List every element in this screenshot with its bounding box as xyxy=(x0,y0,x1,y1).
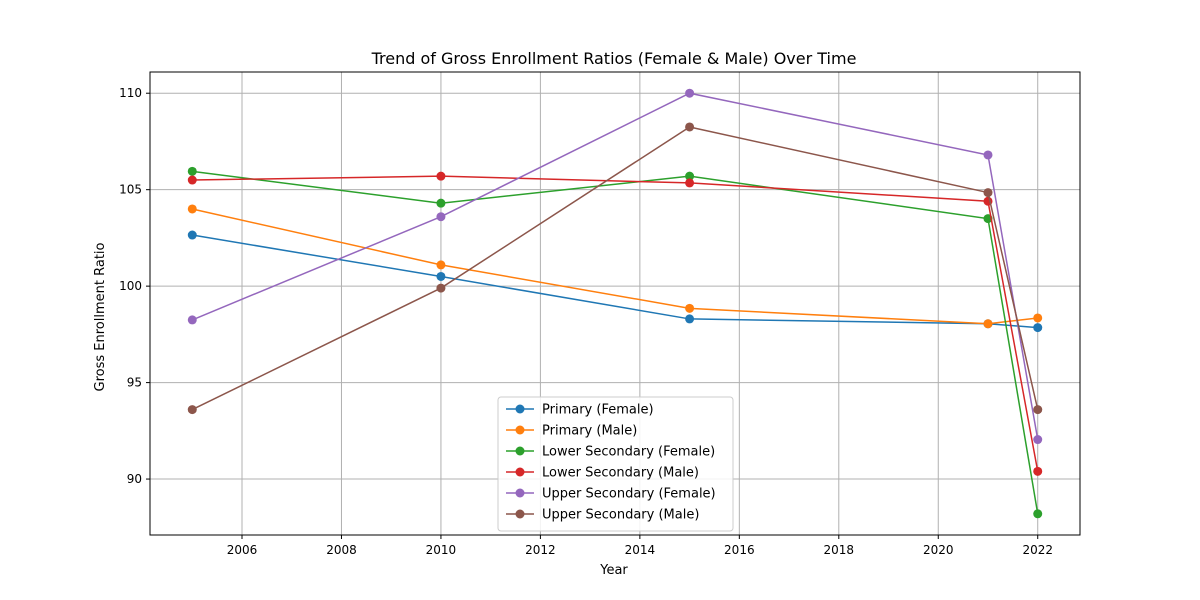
legend-box xyxy=(497,396,734,532)
data-point xyxy=(436,171,446,181)
y-tick-label: 105 xyxy=(119,183,142,197)
x-tick-label: 2022 xyxy=(1022,543,1053,557)
legend-marker xyxy=(515,488,525,498)
legend: Primary (Female) Primary (Male) Lower Seco… xyxy=(497,396,734,532)
data-point xyxy=(1033,405,1043,415)
data-point xyxy=(436,212,446,222)
data-point xyxy=(1033,435,1043,445)
x-tick-label: 2014 xyxy=(625,543,656,557)
series-3 xyxy=(187,166,1043,519)
data-point xyxy=(436,260,446,270)
data-point xyxy=(187,175,197,185)
legend-label: Lower Secondary (Female) xyxy=(542,445,715,460)
y-tick-label: 110 xyxy=(119,86,142,100)
y-axis-ticks: 90 95 100 105 110 xyxy=(119,86,150,486)
y-tick-label: 100 xyxy=(119,279,142,293)
data-point xyxy=(187,230,197,240)
legend-label: Lower Secondary (Male) xyxy=(542,466,699,481)
data-point xyxy=(685,303,695,313)
plot-frame xyxy=(149,71,1081,536)
data-point xyxy=(436,271,446,281)
x-tick-label: 2018 xyxy=(824,543,855,557)
legend-marker xyxy=(515,404,525,414)
legend-entry: Lower Secondary (Female) xyxy=(506,445,715,460)
legend-label: Upper Secondary (Female) xyxy=(542,487,716,502)
data-point xyxy=(1033,509,1043,519)
x-axis-ticks: 2006 2008 2010 2012 2014 2016 2018 2020 2022 xyxy=(227,535,1053,557)
series-6 xyxy=(187,122,1043,415)
data-point xyxy=(685,178,695,188)
x-axis-label: Year xyxy=(599,563,628,578)
data-point xyxy=(436,198,446,208)
data-point xyxy=(187,315,197,325)
x-tick-label: 2010 xyxy=(426,543,457,557)
series-2 xyxy=(187,204,1043,329)
x-tick-label: 2012 xyxy=(525,543,556,557)
legend-label: Primary (Female) xyxy=(542,403,654,418)
data-point xyxy=(685,171,695,181)
legend-marker xyxy=(515,467,525,477)
x-tick-label: 2008 xyxy=(326,543,357,557)
legend-entry: Primary (Male) xyxy=(506,424,637,439)
y-axis-label: Gross Enrollment Ratio xyxy=(93,242,108,391)
legend-entry: Upper Secondary (Male) xyxy=(506,508,699,523)
legend-entry: Upper Secondary (Female) xyxy=(506,487,716,502)
y-tick-label: 95 xyxy=(127,376,142,390)
legend-marker xyxy=(515,509,525,519)
data-point xyxy=(187,204,197,214)
series-group xyxy=(187,88,1043,519)
y-tick-label: 90 xyxy=(127,472,142,486)
data-point xyxy=(685,314,695,324)
data-point xyxy=(983,150,993,160)
x-tick-label: 2006 xyxy=(227,543,258,557)
legend-marker xyxy=(515,446,525,456)
series-4 xyxy=(187,171,1043,476)
data-point xyxy=(436,283,446,293)
legend-entry: Primary (Female) xyxy=(506,403,654,418)
data-point xyxy=(983,319,993,329)
data-point xyxy=(1033,313,1043,323)
data-point xyxy=(1033,466,1043,476)
x-tick-label: 2016 xyxy=(724,543,755,557)
data-point xyxy=(685,88,695,98)
series-1 xyxy=(187,230,1043,333)
data-point xyxy=(685,122,695,132)
series-5 xyxy=(187,88,1043,445)
legend-label: Primary (Male) xyxy=(542,424,637,439)
data-point xyxy=(187,166,197,176)
data-point xyxy=(1033,323,1043,333)
legend-label: Upper Secondary (Male) xyxy=(542,508,699,523)
legend-marker xyxy=(515,425,525,435)
chart-title: Trend of Gross Enrollment Ratios (Female… xyxy=(371,49,857,68)
legend-entry: Lower Secondary (Male) xyxy=(506,466,699,481)
data-point xyxy=(983,188,993,198)
data-point xyxy=(187,405,197,415)
x-tick-label: 2020 xyxy=(923,543,954,557)
